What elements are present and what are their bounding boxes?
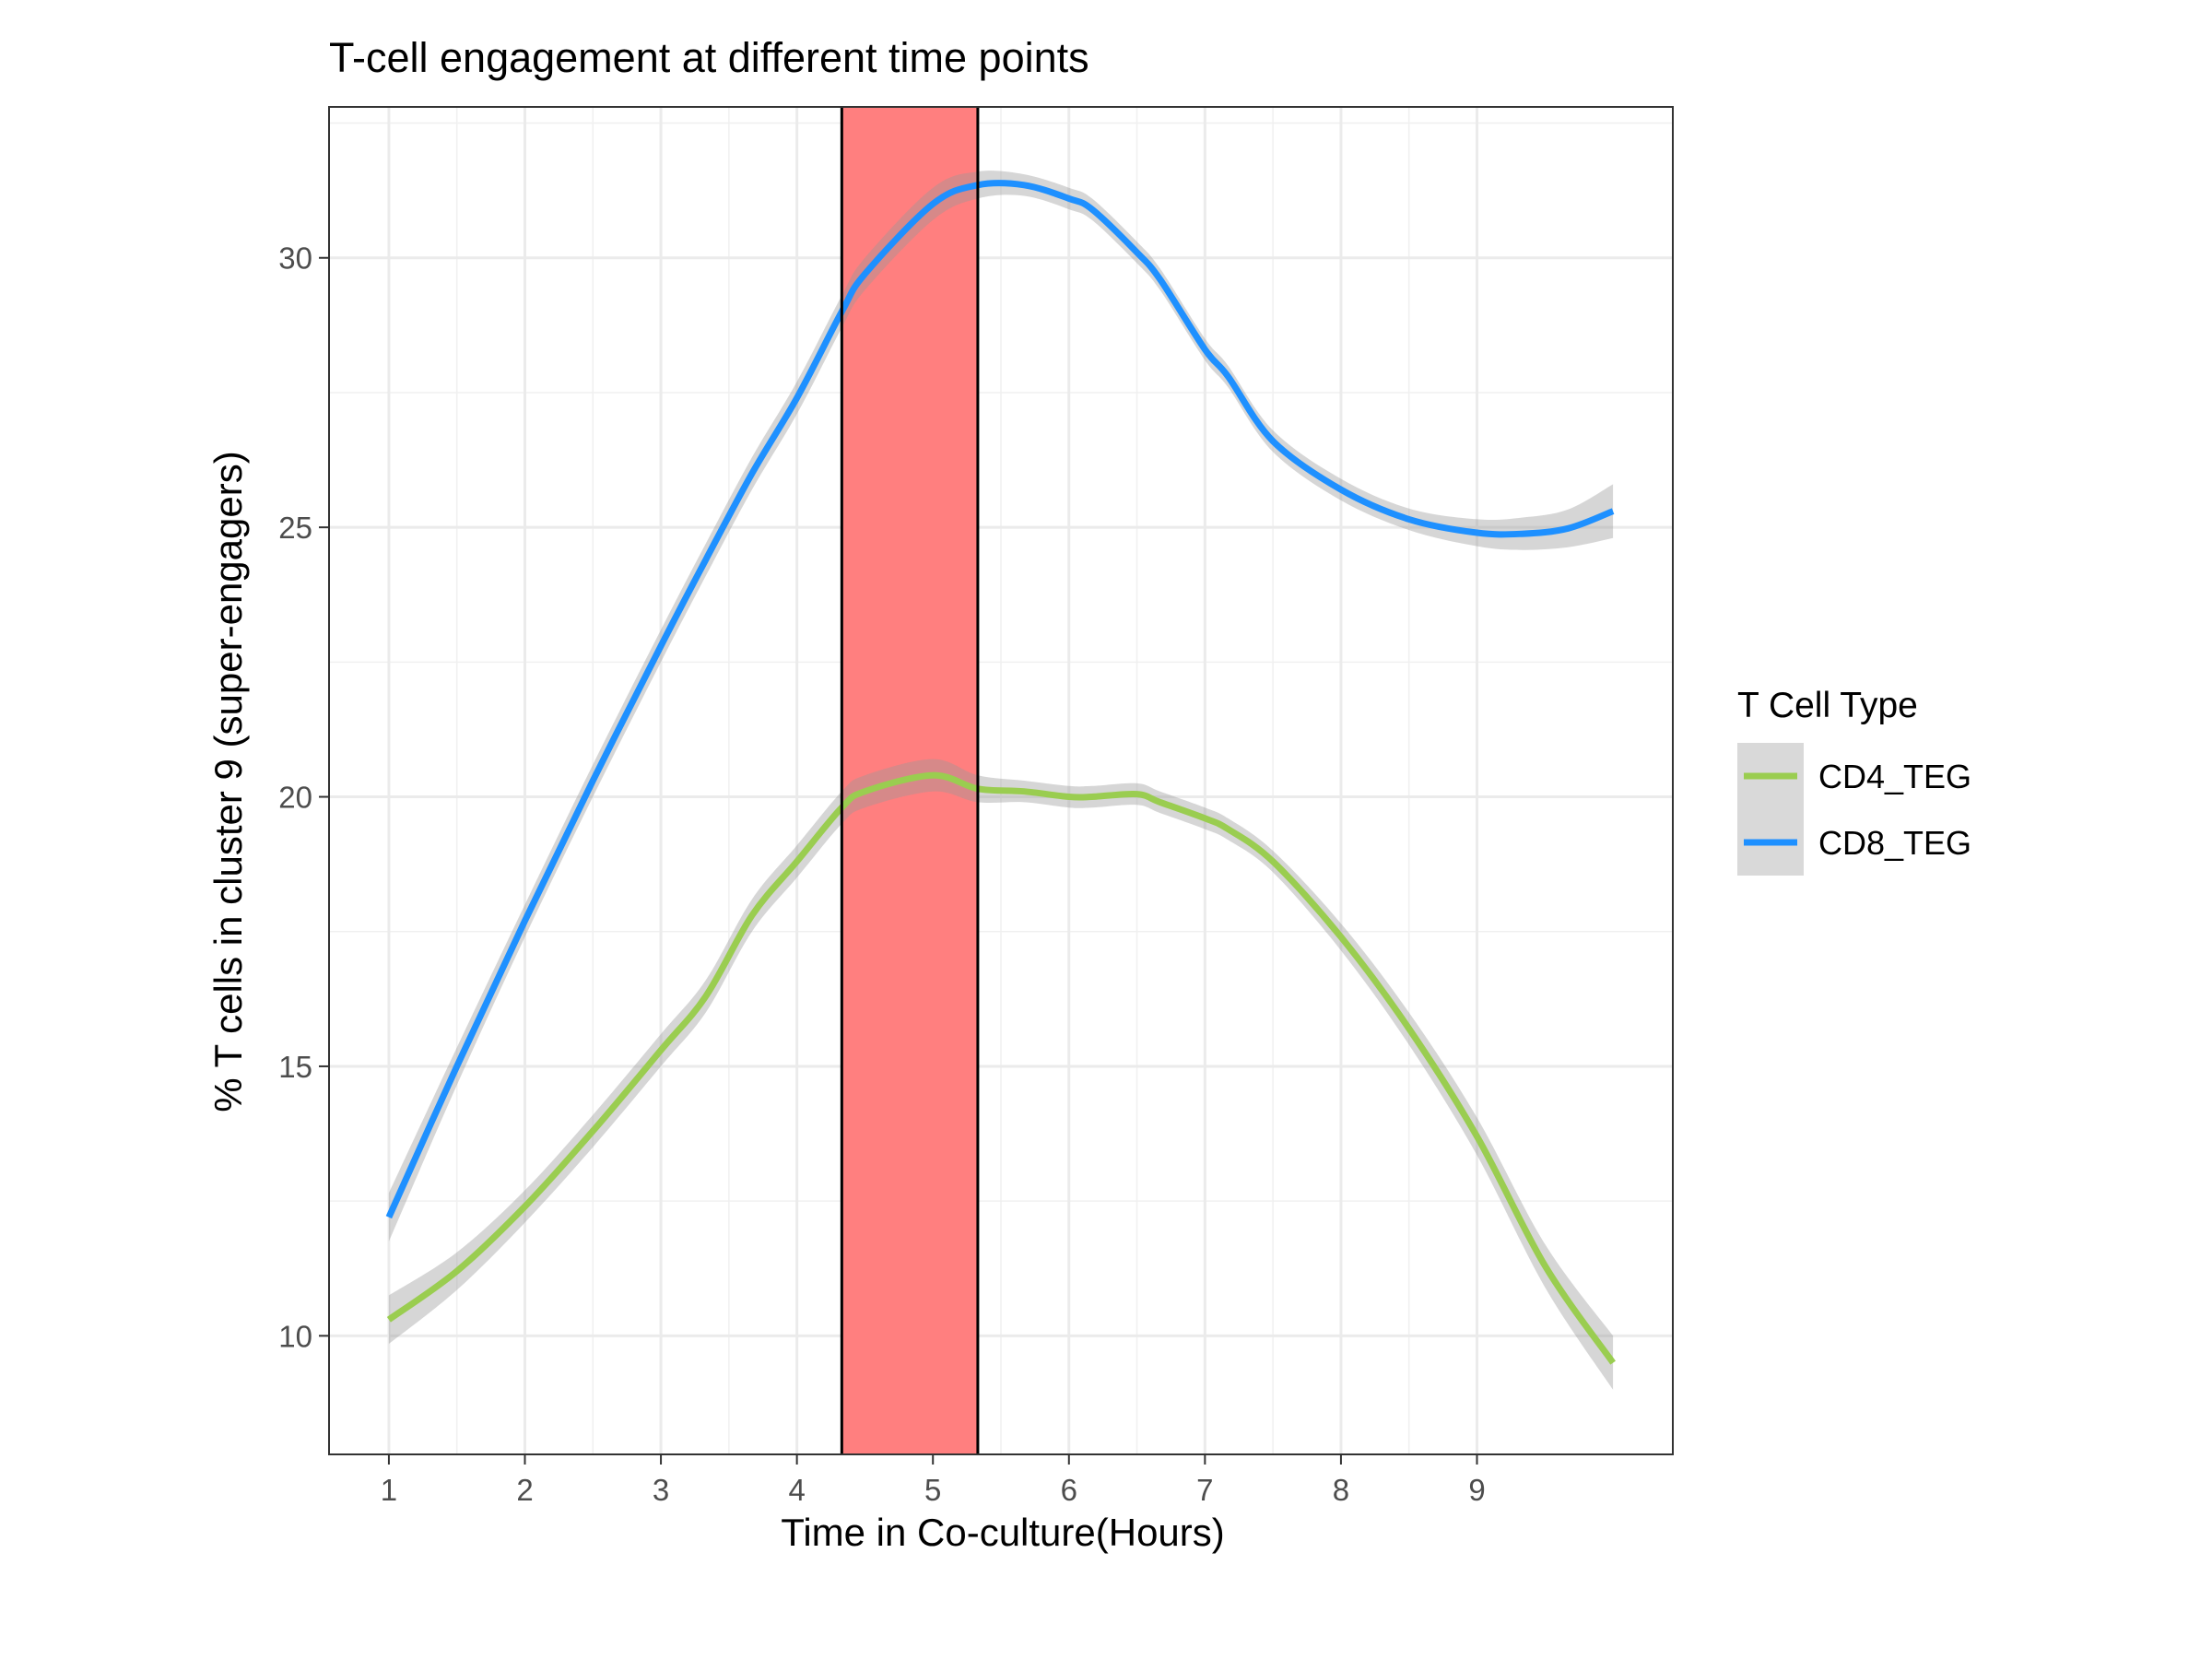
highlight-band-edges: [840, 107, 980, 1454]
x-tick-label: 5: [924, 1473, 941, 1507]
x-tick-label: 8: [1333, 1473, 1349, 1507]
y-tick-label: 20: [278, 781, 312, 815]
x-tick-label: 2: [516, 1473, 533, 1507]
ci-ribbon-cd4-teg: [388, 759, 1614, 1390]
y-tick-label: 25: [278, 511, 312, 545]
plot-border: [328, 106, 1674, 1455]
y-tick-label: 10: [278, 1319, 312, 1353]
x-tick-label: 9: [1468, 1473, 1485, 1507]
legend-label: CD4_TEG: [1818, 758, 1971, 795]
chart-title: T-cell engagement at different time poin…: [329, 34, 1089, 81]
series-line-cd8-teg: [385, 180, 1615, 1219]
y-tick-label: 30: [278, 241, 312, 276]
x-tick-label: 7: [1196, 1473, 1213, 1507]
legend-label: CD8_TEG: [1818, 824, 1971, 862]
x-axis: 1 2 3 4 5 6 7 8 9: [381, 1454, 1486, 1507]
series-line-cd4-teg: [386, 771, 1616, 1365]
legend-title: T Cell Type: [1737, 686, 1918, 725]
series-lines: [385, 180, 1616, 1365]
y-tick-label: 15: [278, 1050, 312, 1084]
x-axis-title: Time in Co-culture(Hours): [781, 1511, 1225, 1554]
x-tick-label: 4: [788, 1473, 805, 1507]
legend: T Cell Type CD4_TEG CD8_TEG: [1737, 686, 1971, 876]
y-axis: 10 15 20 25 30: [278, 241, 329, 1353]
y-axis-title: % T cells in cluster 9 (super-engagers): [206, 451, 250, 1112]
x-tick-label: 6: [1061, 1473, 1077, 1507]
x-tick-label: 1: [381, 1473, 397, 1507]
x-tick-label: 3: [653, 1473, 669, 1507]
